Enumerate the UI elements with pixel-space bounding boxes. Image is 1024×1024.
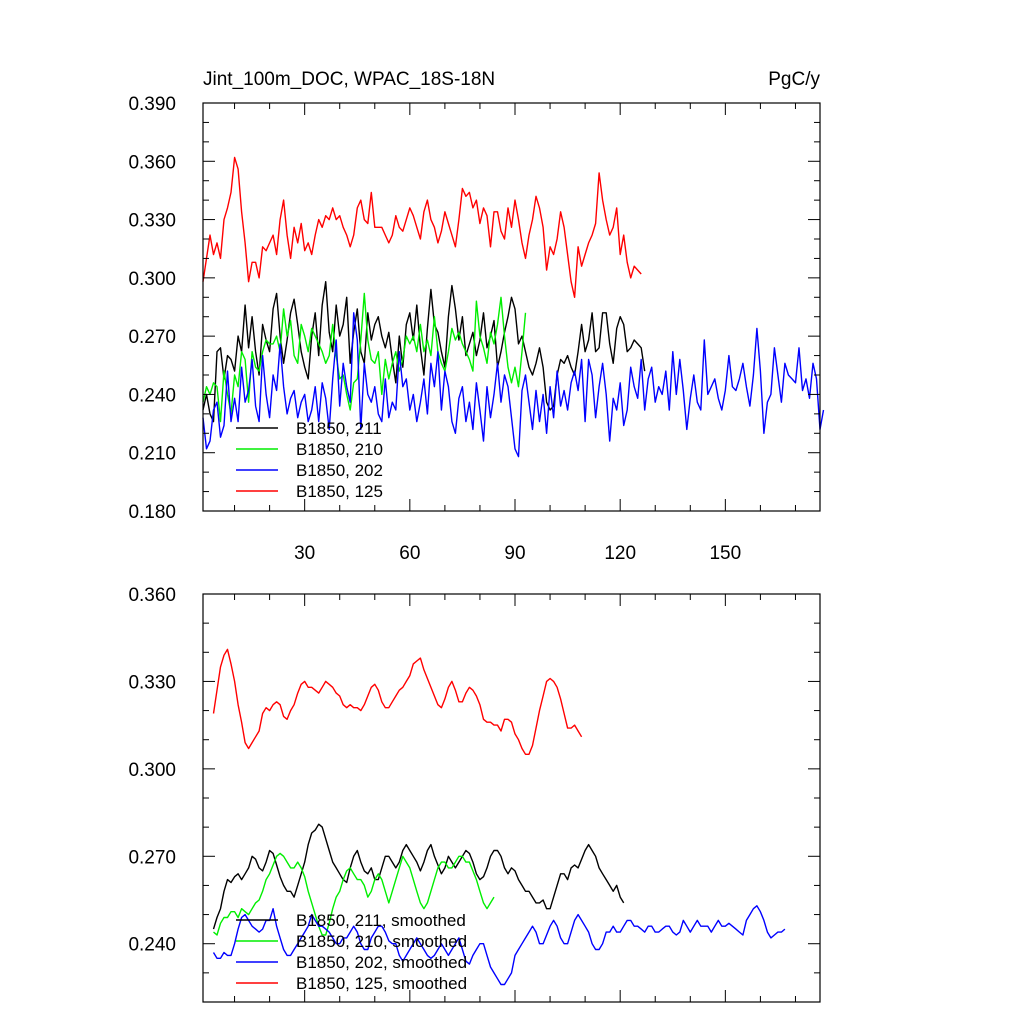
series-line-b1850-210-smoothed — [213, 852, 495, 936]
x-tick-label: 90 — [504, 543, 525, 564]
y-tick-label: 0.390 — [128, 94, 176, 115]
axes-bottom: 0.240 0.270 0.300 0.330 0.360 — [128, 585, 820, 1003]
y-tick-label: 0.270 — [128, 327, 176, 348]
series-line-b1850-211-smoothed — [212, 823, 625, 930]
legend-label-210: B1850, 210 — [296, 440, 383, 459]
series-line-b1850-210 — [202, 292, 527, 423]
series-line-b1850-211 — [202, 281, 646, 423]
y-tick-label: 0.240 — [128, 385, 176, 406]
series-line-b1850-125 — [202, 156, 642, 298]
chart-title: Jint_100m_DOC, WPAC_18S-18N — [203, 69, 495, 90]
axes-top: 30 60 90 120 150 0.180 0.210 0.240 0.270 0.300 0.3… — [128, 94, 820, 564]
chart-units: PgC/y — [768, 69, 820, 90]
panel-top: Jint_100m_DOC, WPAC_18S-18N PgC/y 30 60 90… — [128, 69, 825, 564]
legend-label-211: B1850, 211 — [296, 419, 382, 438]
x-tick-label: 150 — [709, 543, 741, 564]
series-line-b1850-125-smoothed — [212, 648, 583, 755]
legend-top: B1850, 211 B1850, 210 B1850, 202 B1850, … — [236, 419, 383, 501]
panel-bottom: 0.240 0.270 0.300 0.330 0.360 B1850, 211, sm… — [128, 585, 821, 1003]
series-layer-top — [202, 156, 825, 458]
legend-label-125-smoothed: B1850, 125, smoothed — [296, 974, 467, 993]
y-tick-label: 0.210 — [128, 444, 176, 465]
y-tick-label: 0.360 — [128, 152, 176, 173]
legend-bottom: B1850, 211, smoothed B1850, 210, smoothe… — [236, 911, 467, 993]
series-line-b1850-202-smoothed — [212, 905, 786, 986]
y-tick-label: 0.300 — [128, 760, 176, 781]
series-line-b1850-202 — [202, 312, 825, 458]
legend-label-125: B1850, 125 — [296, 482, 383, 501]
x-tick-label: 60 — [399, 543, 420, 564]
legend-label-202-smoothed: B1850, 202, smoothed — [296, 953, 467, 972]
legend-label-202: B1850, 202 — [296, 461, 383, 480]
plot-frame-top — [202, 102, 821, 512]
legend-label-210-smoothed: B1850, 210, smoothed — [296, 932, 467, 951]
plot-frame-bottom — [202, 593, 821, 1003]
y-tick-label: 0.300 — [128, 269, 176, 290]
y-tick-label: 0.330 — [128, 211, 176, 232]
legend-label-211-smoothed: B1850, 211, smoothed — [296, 911, 466, 930]
x-tick-label: 120 — [604, 543, 636, 564]
series-layer-bottom — [212, 648, 786, 986]
y-tick-label: 0.240 — [128, 935, 176, 956]
x-tick-label: 30 — [294, 543, 315, 564]
y-tick-label: 0.180 — [128, 502, 176, 523]
y-tick-label: 0.270 — [128, 847, 176, 868]
y-tick-label: 0.330 — [128, 672, 176, 693]
y-tick-label: 0.360 — [128, 585, 176, 606]
